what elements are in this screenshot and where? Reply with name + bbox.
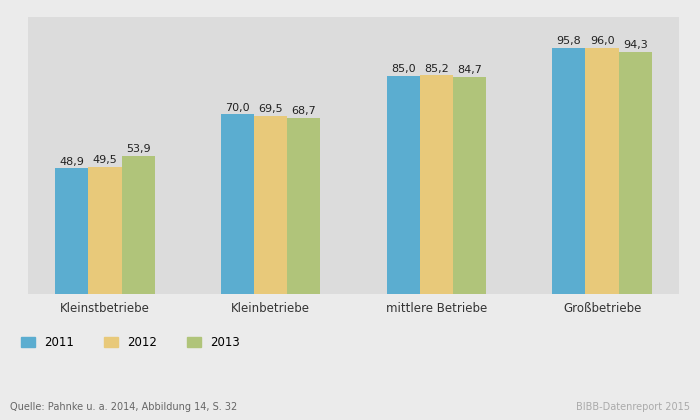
Text: BIBB-Datenreport 2015: BIBB-Datenreport 2015 bbox=[575, 402, 690, 412]
Text: Quelle: Pahnke u. a. 2014, Abbildung 14, S. 32: Quelle: Pahnke u. a. 2014, Abbildung 14,… bbox=[10, 402, 238, 412]
Text: 68,7: 68,7 bbox=[291, 106, 316, 116]
Text: 95,8: 95,8 bbox=[556, 36, 581, 46]
Text: 84,7: 84,7 bbox=[457, 65, 482, 75]
Bar bbox=[221, 114, 254, 294]
Text: 70,0: 70,0 bbox=[225, 102, 250, 113]
Bar bbox=[287, 118, 321, 294]
Bar bbox=[619, 52, 652, 294]
Text: 85,0: 85,0 bbox=[391, 64, 416, 74]
Bar bbox=[386, 76, 420, 294]
Text: 48,9: 48,9 bbox=[60, 157, 84, 167]
Bar bbox=[552, 48, 585, 294]
Text: 94,3: 94,3 bbox=[623, 40, 648, 50]
Text: 49,5: 49,5 bbox=[92, 155, 118, 165]
Bar bbox=[585, 47, 619, 294]
Bar bbox=[122, 156, 155, 294]
Text: 96,0: 96,0 bbox=[590, 36, 615, 46]
Bar bbox=[55, 168, 88, 294]
Bar bbox=[254, 116, 287, 294]
Bar bbox=[88, 167, 122, 294]
Text: 85,2: 85,2 bbox=[424, 63, 449, 73]
Bar bbox=[420, 75, 453, 294]
Text: 53,9: 53,9 bbox=[126, 144, 150, 154]
Bar bbox=[453, 76, 486, 294]
Text: 69,5: 69,5 bbox=[258, 104, 283, 114]
Legend: 2011, 2012, 2013: 2011, 2012, 2013 bbox=[21, 336, 240, 349]
